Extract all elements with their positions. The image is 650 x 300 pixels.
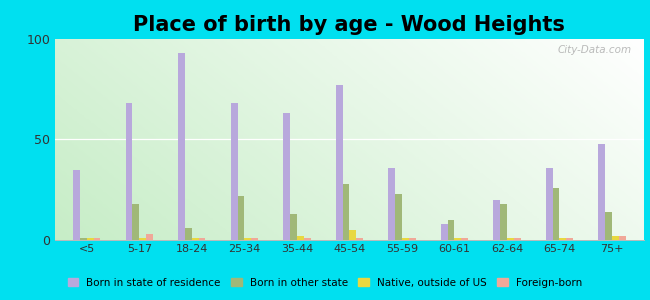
Bar bbox=[335, 85, 343, 240]
Title: Place of birth by age - Wood Heights: Place of birth by age - Wood Heights bbox=[133, 15, 566, 35]
Bar bbox=[86, 238, 94, 240]
Bar bbox=[350, 230, 356, 240]
Text: City-Data.com: City-Data.com bbox=[558, 45, 632, 55]
Legend: Born in state of residence, Born in other state, Native, outside of US, Foreign-: Born in state of residence, Born in othe… bbox=[64, 274, 586, 292]
Bar bbox=[80, 238, 86, 240]
Bar bbox=[283, 113, 290, 240]
Bar bbox=[304, 238, 311, 240]
Bar bbox=[441, 224, 448, 240]
Bar bbox=[178, 53, 185, 240]
Bar bbox=[395, 194, 402, 240]
Bar bbox=[94, 238, 100, 240]
Bar bbox=[448, 220, 454, 240]
Bar bbox=[462, 238, 468, 240]
Bar bbox=[454, 238, 462, 240]
Bar bbox=[146, 234, 153, 240]
Bar bbox=[185, 228, 192, 240]
Bar bbox=[199, 238, 205, 240]
Bar bbox=[409, 238, 415, 240]
Bar bbox=[356, 238, 363, 240]
Bar bbox=[546, 168, 552, 240]
Bar bbox=[566, 238, 573, 240]
Bar bbox=[125, 103, 133, 240]
Bar bbox=[343, 184, 350, 240]
Bar bbox=[599, 143, 605, 240]
Bar bbox=[251, 238, 258, 240]
Bar bbox=[612, 236, 619, 240]
Bar bbox=[231, 103, 237, 240]
Bar bbox=[500, 204, 507, 240]
Bar bbox=[297, 236, 304, 240]
Bar bbox=[402, 238, 409, 240]
Bar bbox=[192, 238, 199, 240]
Bar bbox=[514, 238, 521, 240]
Bar bbox=[139, 238, 146, 240]
Bar bbox=[619, 236, 626, 240]
Bar bbox=[244, 238, 251, 240]
Bar bbox=[605, 212, 612, 240]
Bar bbox=[290, 214, 297, 240]
Bar bbox=[388, 168, 395, 240]
Bar bbox=[493, 200, 500, 240]
Bar bbox=[560, 238, 566, 240]
Bar bbox=[552, 188, 560, 240]
Bar bbox=[237, 196, 244, 240]
Bar bbox=[507, 238, 514, 240]
Bar bbox=[73, 169, 80, 240]
Bar bbox=[133, 204, 139, 240]
